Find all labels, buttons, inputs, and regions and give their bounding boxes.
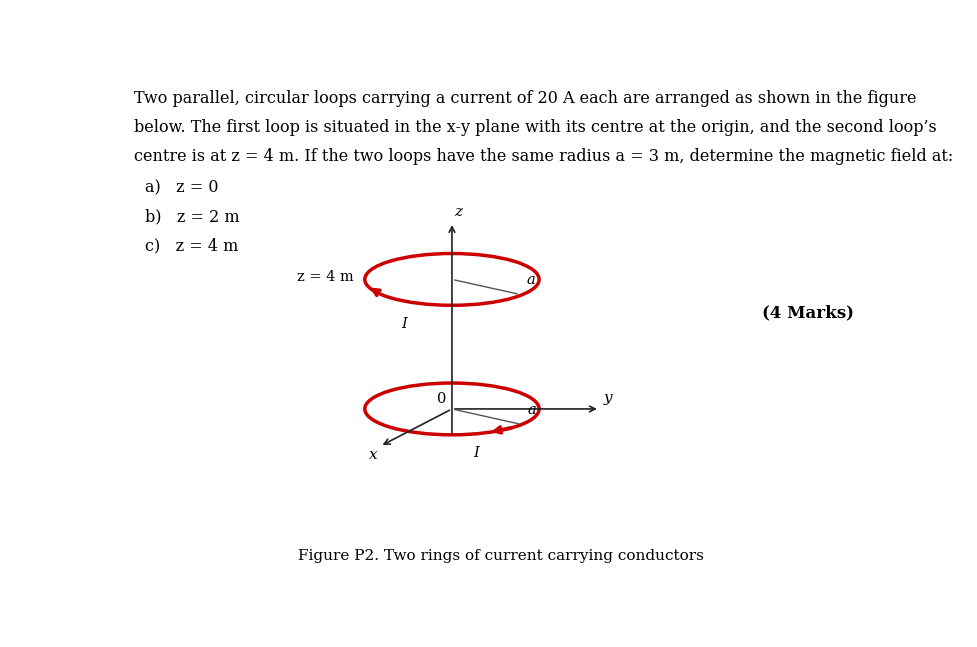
Text: I: I [473, 446, 479, 460]
Text: Figure P2. Two rings of current carrying conductors: Figure P2. Two rings of current carrying… [298, 549, 703, 564]
Text: z = 4 m: z = 4 m [296, 270, 353, 284]
Text: a: a [528, 403, 536, 417]
Text: 0: 0 [436, 393, 446, 406]
Text: a: a [526, 274, 534, 287]
Text: b)   z = 2 m: b) z = 2 m [145, 208, 239, 225]
Text: x: x [368, 448, 377, 462]
Text: I: I [401, 317, 406, 331]
Text: centre is at z = 4 m. If the two loops have the same radius a = 3 m, determine t: centre is at z = 4 m. If the two loops h… [134, 148, 952, 165]
Text: z: z [453, 204, 462, 219]
Text: c)   z = 4 m: c) z = 4 m [145, 237, 238, 254]
Text: (4 Marks): (4 Marks) [761, 304, 853, 322]
Text: a)   z = 0: a) z = 0 [145, 179, 218, 196]
Text: below. The first loop is situated in the x-y plane with its centre at the origin: below. The first loop is situated in the… [134, 119, 935, 136]
Text: Two parallel, circular loops carrying a current of 20 A each are arranged as sho: Two parallel, circular loops carrying a … [134, 90, 915, 107]
Text: y: y [603, 391, 612, 405]
